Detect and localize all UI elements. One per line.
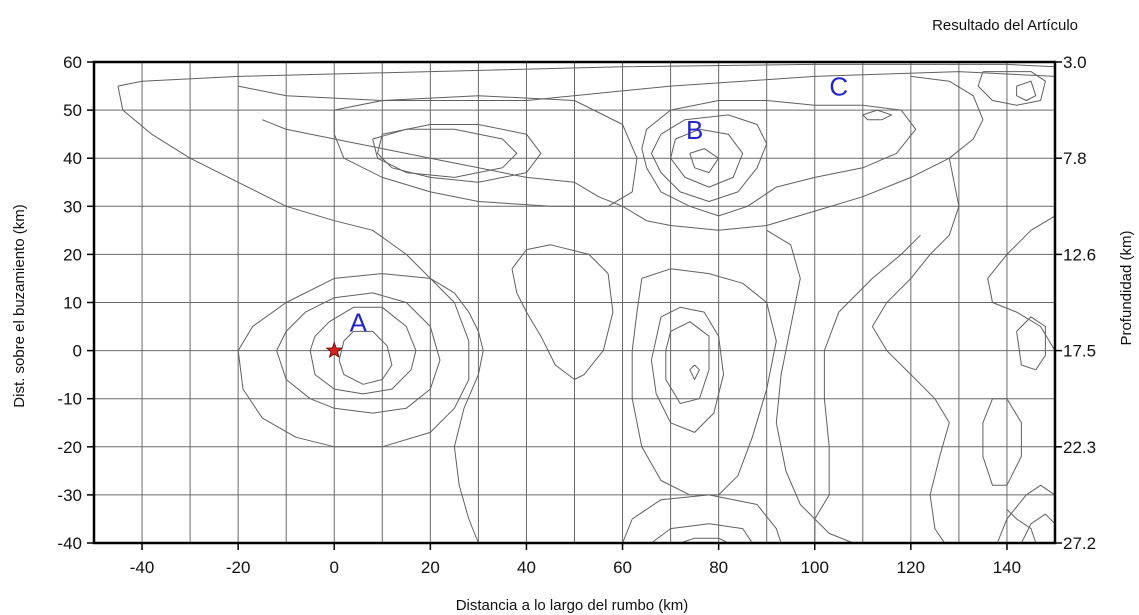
depth-tick-label: 12.6 xyxy=(1063,245,1096,264)
y-tick-label: 30 xyxy=(63,197,82,216)
y-tick-label: 0 xyxy=(73,342,82,361)
contour-line xyxy=(680,537,729,544)
y-tick-label: 50 xyxy=(63,101,82,120)
y-tick-label: 10 xyxy=(63,294,82,313)
contour-line xyxy=(333,95,638,207)
contour-line xyxy=(650,114,768,202)
x-tick-label: 80 xyxy=(709,558,728,577)
contour-line xyxy=(996,484,1056,544)
contour-line xyxy=(238,71,1056,101)
axis-ticks: -40 -20 0 20 40 60 80 100 120 140 -40 -30 -20 -10 0 10 2… xyxy=(57,53,1096,577)
depth-axis-label: Profundidad (km) xyxy=(1118,230,1135,345)
grid-lines xyxy=(94,62,1055,543)
y-tick-label: -20 xyxy=(57,438,82,457)
y-tick-label: 20 xyxy=(63,245,82,264)
contour-line xyxy=(650,306,724,433)
contour-line xyxy=(766,229,854,544)
contour-line xyxy=(987,215,1056,351)
y-tick-label: -30 xyxy=(57,486,82,505)
x-tick-label: 0 xyxy=(330,558,339,577)
contour-line xyxy=(262,75,984,231)
contour-line xyxy=(237,273,470,448)
contour-line xyxy=(1016,316,1046,371)
depth-tick-label: 3.0 xyxy=(1063,53,1087,72)
y-tick-label: -40 xyxy=(57,534,82,553)
contour-line xyxy=(670,128,744,188)
y-axis-label: Dist. sobre el buzamiento (km) xyxy=(11,204,28,407)
x-tick-label: 20 xyxy=(421,558,440,577)
contour-line xyxy=(117,86,484,544)
contour-line xyxy=(117,63,1056,87)
contour-line xyxy=(372,128,518,178)
y-tick-label: 40 xyxy=(63,149,82,168)
x-tick-label: 120 xyxy=(897,558,925,577)
contour-lines xyxy=(117,63,1056,544)
contour-line xyxy=(689,364,700,380)
depth-tick-label: 17.5 xyxy=(1063,342,1096,361)
x-tick-label: 60 xyxy=(613,558,632,577)
x-tick-label: -40 xyxy=(130,558,155,577)
contour-line xyxy=(1016,80,1037,101)
contour-line xyxy=(665,321,710,404)
contour-line xyxy=(622,494,782,544)
contour-line xyxy=(631,268,777,496)
depth-tick-label: 22.3 xyxy=(1063,438,1096,457)
x-axis-label: Distancia a lo largo del rumbo (km) xyxy=(456,597,689,614)
contour-line xyxy=(309,306,417,395)
y-tick-label: 60 xyxy=(63,53,82,72)
contour-line xyxy=(338,330,393,385)
contour-line xyxy=(1006,508,1037,544)
contour-line xyxy=(862,109,893,121)
x-tick-label: -20 xyxy=(226,558,251,577)
contour-line xyxy=(871,158,960,544)
annotation-c: C xyxy=(829,72,848,102)
contour-line xyxy=(276,292,441,414)
contour-line xyxy=(1020,513,1056,544)
contour-line xyxy=(689,148,720,174)
depth-tick-label: 7.8 xyxy=(1063,149,1087,168)
depth-tick-label: 27.2 xyxy=(1063,534,1096,553)
hypocenter-star-icon xyxy=(325,341,343,358)
contour-line xyxy=(982,398,1022,486)
x-tick-label: 40 xyxy=(517,558,536,577)
contour-line xyxy=(814,234,921,543)
y-tick-label: -10 xyxy=(57,390,82,409)
contour-line xyxy=(651,523,753,544)
annotations: A B C xyxy=(325,72,848,358)
x-tick-label: 140 xyxy=(993,558,1021,577)
annotation-a: A xyxy=(350,307,368,337)
x-tick-label: 100 xyxy=(801,558,829,577)
contour-line xyxy=(977,71,1046,106)
annotation-b: B xyxy=(686,115,703,145)
chart-title: Resultado del Artículo xyxy=(932,17,1078,34)
contour-line xyxy=(511,244,614,380)
contour-line xyxy=(641,100,917,217)
